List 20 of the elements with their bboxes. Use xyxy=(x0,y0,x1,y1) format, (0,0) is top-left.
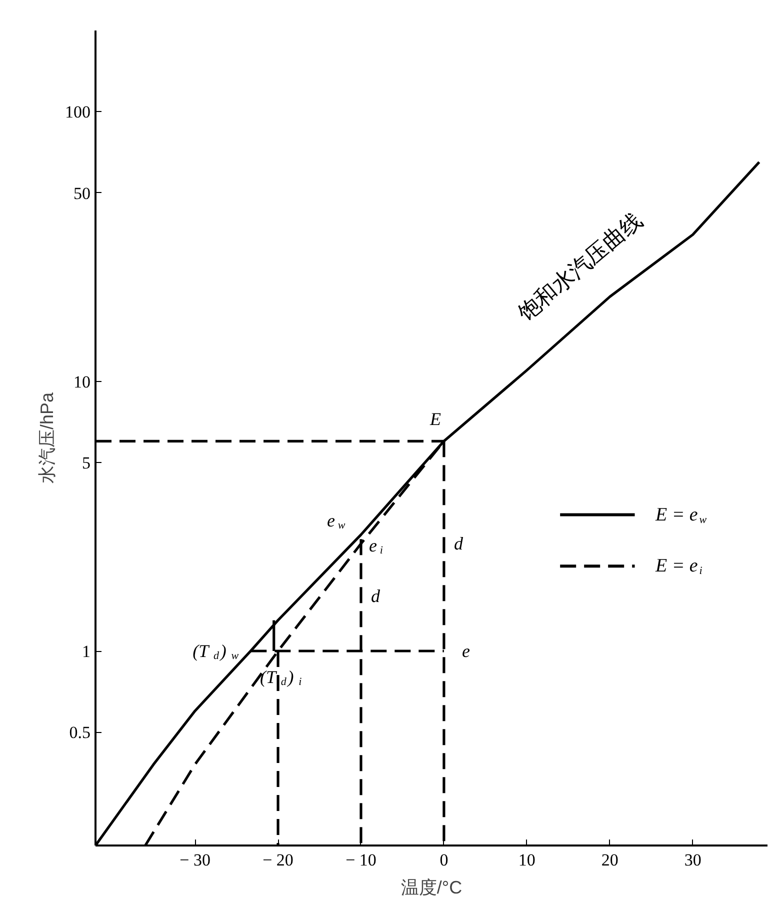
x-axis-title: 温度/°C xyxy=(400,878,462,898)
y-tick-label: 0.5 xyxy=(69,723,90,742)
y-tick-label: 1 xyxy=(82,642,90,662)
annotation: d xyxy=(370,586,381,606)
annotation: E xyxy=(428,409,441,430)
x-tick-label: − 10 xyxy=(346,850,376,870)
y-tick-label: 10 xyxy=(74,372,90,392)
x-tick-label: − 30 xyxy=(180,850,210,870)
annotation: e xyxy=(462,641,470,662)
annotation: 饱和水汽压曲线 xyxy=(512,208,647,327)
annotation: d xyxy=(454,534,464,554)
x-tick-label: 0 xyxy=(440,850,448,870)
x-tick-label: 10 xyxy=(518,850,536,870)
y-tick-label: 50 xyxy=(74,184,90,203)
x-tick-label: 30 xyxy=(684,850,702,870)
x-tick-label: − 20 xyxy=(262,850,294,870)
y-axis-title: 水汽压/hPa xyxy=(37,391,57,484)
x-tick-label: 20 xyxy=(601,850,618,870)
y-tick-label: 100 xyxy=(65,102,90,122)
y-tick-label: 5 xyxy=(82,454,90,473)
